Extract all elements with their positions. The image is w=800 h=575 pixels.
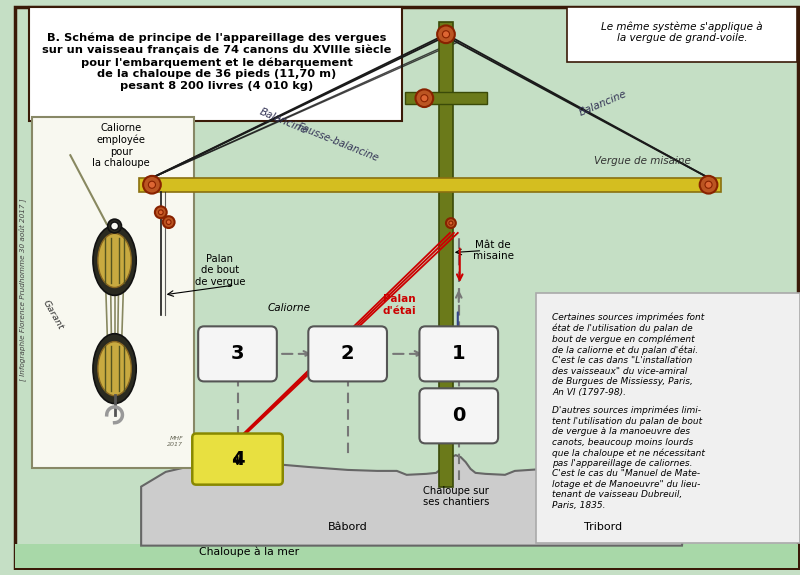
Text: 3: 3: [230, 344, 244, 363]
Text: Chaloupe sur
ses chantiers: Chaloupe sur ses chantiers: [422, 486, 489, 507]
FancyBboxPatch shape: [29, 7, 402, 121]
Ellipse shape: [93, 225, 136, 296]
Text: Caliorne: Caliorne: [267, 302, 310, 313]
Circle shape: [437, 25, 455, 43]
Circle shape: [108, 219, 122, 233]
Text: Fausse-balancine: Fausse-balancine: [296, 121, 380, 163]
Circle shape: [158, 210, 163, 214]
FancyBboxPatch shape: [537, 293, 800, 543]
FancyBboxPatch shape: [405, 93, 487, 104]
FancyBboxPatch shape: [198, 327, 277, 381]
Text: [ Infographie Florence Prudhomme 30 août 2017 ]: [ Infographie Florence Prudhomme 30 août…: [19, 198, 27, 381]
Text: Garant: Garant: [41, 298, 65, 331]
FancyBboxPatch shape: [439, 22, 453, 486]
Text: Bâbord: Bâbord: [328, 522, 367, 532]
FancyBboxPatch shape: [567, 7, 797, 62]
Circle shape: [166, 220, 171, 224]
FancyBboxPatch shape: [32, 117, 194, 468]
FancyBboxPatch shape: [419, 388, 498, 443]
Circle shape: [446, 218, 456, 228]
Circle shape: [143, 176, 161, 194]
Text: 2: 2: [341, 344, 354, 363]
Text: Caliorne
employée
pour
la chaloupe: Caliorne employée pour la chaloupe: [92, 122, 150, 168]
Polygon shape: [141, 455, 687, 546]
Ellipse shape: [98, 342, 131, 396]
Circle shape: [149, 181, 155, 188]
Text: Chaloupe à la mer: Chaloupe à la mer: [199, 546, 299, 557]
Circle shape: [442, 30, 450, 38]
FancyBboxPatch shape: [192, 434, 282, 485]
Text: D'autres sources imprimées limi-
tent l'utilisation du palan de bout
de vergue à: D'autres sources imprimées limi- tent l'…: [552, 406, 705, 509]
Ellipse shape: [93, 334, 136, 404]
Text: Tribord: Tribord: [584, 522, 622, 532]
Text: B. Schéma de principe de l'appareillage des vergues
sur un vaisseau français de : B. Schéma de principe de l'appareillage …: [42, 33, 391, 91]
Ellipse shape: [98, 233, 131, 288]
Circle shape: [449, 221, 453, 225]
Text: Palan
de bout
de vergue: Palan de bout de vergue: [194, 254, 245, 287]
Text: Certaines sources imprimées font
état de l'utilisation du palan de
bout de vergu: Certaines sources imprimées font état de…: [552, 313, 705, 397]
Text: 1: 1: [452, 344, 466, 363]
Text: Le même système s'applique à
la vergue de grand-voile.: Le même système s'applique à la vergue d…: [601, 21, 763, 43]
Text: 0: 0: [452, 407, 466, 426]
FancyBboxPatch shape: [419, 327, 498, 381]
FancyBboxPatch shape: [15, 544, 798, 568]
Text: Vergue de misaine: Vergue de misaine: [594, 156, 691, 166]
FancyBboxPatch shape: [15, 7, 798, 568]
Text: MHF
2017: MHF 2017: [167, 436, 183, 447]
FancyBboxPatch shape: [308, 327, 387, 381]
Circle shape: [421, 95, 428, 102]
Circle shape: [155, 206, 166, 218]
Circle shape: [700, 176, 718, 194]
FancyBboxPatch shape: [139, 178, 722, 191]
Text: Balancine: Balancine: [258, 106, 309, 135]
Text: Palan
d'étai: Palan d'étai: [383, 294, 417, 316]
Circle shape: [415, 89, 433, 107]
Text: Balancine: Balancine: [578, 89, 629, 118]
Circle shape: [705, 181, 712, 188]
Circle shape: [110, 222, 118, 230]
Text: 4: 4: [230, 450, 244, 469]
Text: Mât de
misaine: Mât de misaine: [473, 240, 514, 262]
Circle shape: [162, 216, 174, 228]
